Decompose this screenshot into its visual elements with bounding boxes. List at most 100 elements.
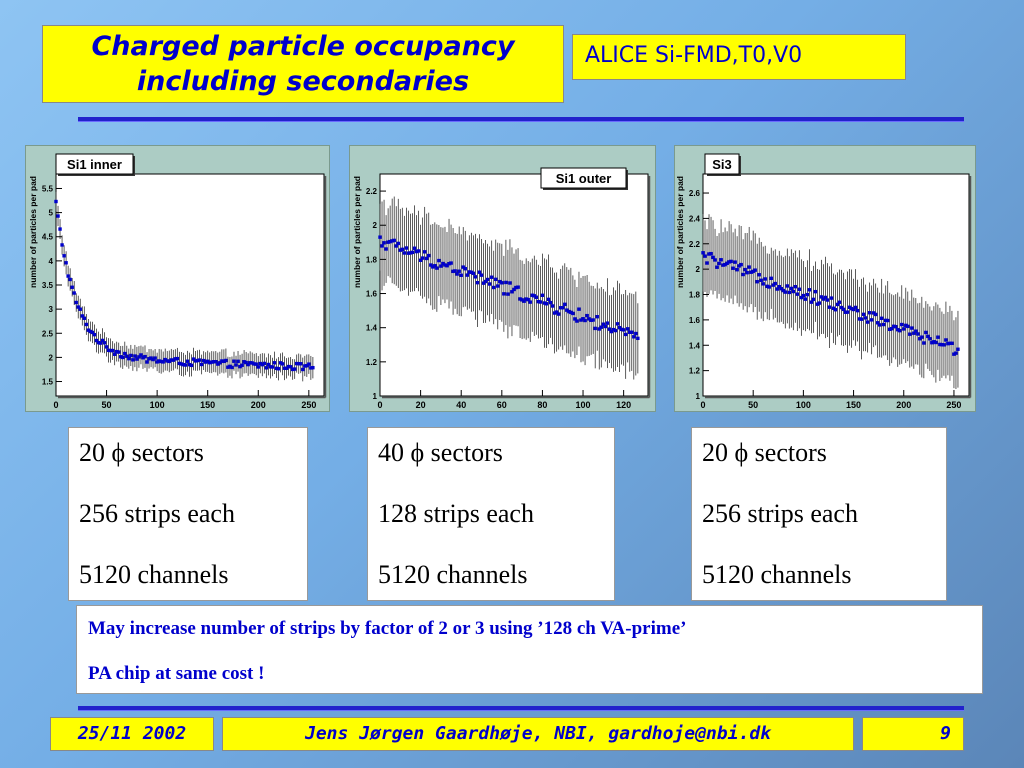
data-point — [805, 292, 810, 297]
data-point — [761, 282, 765, 286]
data-point — [717, 261, 721, 266]
data-point — [58, 227, 62, 231]
data-point — [827, 305, 832, 309]
data-point — [84, 322, 89, 327]
data-point — [185, 359, 190, 363]
data-point — [581, 317, 585, 321]
data-point — [703, 254, 707, 258]
data-point — [232, 359, 236, 363]
data-point — [571, 311, 575, 316]
x-tick-label: 250 — [946, 400, 961, 410]
data-point — [418, 258, 423, 262]
chart-title: Si1 outer — [556, 171, 612, 186]
data-point — [70, 285, 74, 289]
data-point — [167, 359, 171, 364]
data-point — [621, 328, 626, 332]
data-point — [90, 330, 95, 335]
data-point — [916, 332, 920, 336]
data-point — [853, 305, 858, 310]
data-point — [896, 327, 900, 332]
data-point — [715, 265, 719, 269]
data-point — [934, 340, 938, 345]
y-tick-label: 1.5 — [42, 378, 54, 387]
data-point — [871, 311, 876, 315]
data-point — [384, 247, 388, 251]
data-point — [260, 362, 265, 367]
data-point — [445, 264, 449, 268]
data-point — [137, 355, 141, 359]
data-point — [524, 297, 528, 301]
data-point — [617, 325, 622, 330]
data-point — [771, 283, 775, 287]
data-point — [481, 281, 486, 285]
data-point — [431, 265, 435, 269]
data-point — [579, 318, 583, 322]
y-tick-label: 1.2 — [366, 358, 378, 367]
data-point — [250, 361, 254, 365]
x-tick-label: 0 — [700, 400, 705, 410]
data-point — [157, 359, 161, 363]
data-point — [286, 364, 291, 369]
data-point — [526, 297, 530, 302]
data-point — [294, 361, 299, 366]
data-point — [173, 357, 178, 361]
data-point — [888, 327, 892, 332]
data-point — [114, 349, 119, 354]
data-point — [169, 358, 173, 362]
data-point — [307, 362, 311, 366]
data-point — [709, 251, 713, 256]
data-point — [141, 356, 145, 360]
data-point — [944, 338, 948, 342]
data-point — [117, 350, 121, 354]
data-point — [175, 356, 180, 361]
data-point — [940, 343, 944, 347]
note-channels: 5120 channels — [378, 560, 528, 589]
data-point — [705, 261, 709, 265]
data-point — [104, 345, 109, 349]
data-point — [491, 285, 496, 290]
data-point — [745, 270, 749, 275]
data-point — [787, 290, 792, 295]
data-point — [510, 290, 514, 294]
note-channels: 5120 channels — [79, 560, 229, 589]
y-tick-label: 1 — [373, 392, 378, 401]
data-point — [801, 293, 806, 298]
data-point — [589, 318, 593, 322]
data-point — [561, 306, 565, 310]
data-point — [930, 341, 934, 345]
data-point — [809, 300, 814, 304]
data-point — [550, 304, 555, 308]
data-point — [954, 351, 958, 355]
data-point — [735, 268, 739, 272]
data-point — [518, 297, 522, 301]
chart-si1-inner: 0 50 100 150 200 250 1.5 2 2.5 3 3.5 4 4.5 5 5.5 number… — [28, 153, 327, 410]
data-point — [455, 272, 459, 276]
chart-panel-si1-inner: 0 50 100 150 200 250 1.5 2 2.5 3 3.5 4 4.5 5 5.5 number… — [25, 145, 330, 412]
x-tick-label: 150 — [200, 400, 215, 410]
chart-si3: 0 50 100 150 200 250 1 1.2 1.4 1.6 1.8 2 2.2 2.4 2.6 nu… — [675, 153, 972, 410]
data-point — [433, 264, 437, 268]
x-tick-label: 20 — [416, 400, 426, 410]
data-point — [248, 361, 252, 365]
chart-si1-outer: 0 20 40 60 80 100 120 1 1.2 1.4 1.6 1.8 2 2.2 number o… — [352, 167, 651, 410]
note-strips: 256 strips each — [79, 499, 235, 528]
data-point — [155, 360, 159, 364]
data-point — [883, 318, 888, 323]
data-point — [865, 320, 870, 324]
data-point — [228, 364, 232, 369]
x-tick-label: 40 — [456, 400, 466, 410]
data-point — [435, 266, 439, 270]
data-point — [301, 367, 305, 372]
data-points — [378, 235, 640, 341]
data-point — [835, 302, 840, 307]
data-point — [765, 284, 769, 289]
data-point — [62, 254, 66, 258]
data-point — [199, 362, 204, 367]
data-point — [437, 258, 441, 263]
data-point — [408, 251, 413, 255]
data-point — [845, 310, 850, 314]
y-tick-label: 2 — [49, 353, 54, 362]
x-tick-label: 150 — [846, 400, 861, 410]
y-tick-label: 4 — [49, 257, 54, 266]
data-point — [636, 336, 640, 341]
